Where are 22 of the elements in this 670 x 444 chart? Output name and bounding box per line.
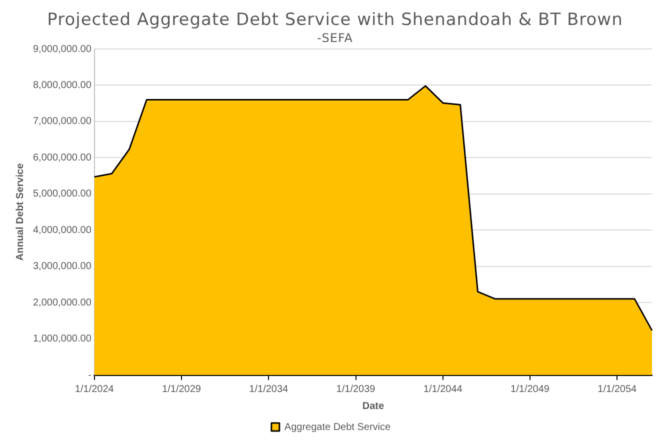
- x-tick-label: 1/1/2049: [510, 384, 550, 395]
- x-tick-label: 1/1/2024: [74, 384, 114, 395]
- y-tick-label: 3,000,000.00: [33, 261, 92, 272]
- y-tick-label: -: [88, 370, 92, 381]
- x-tick-label: 1/1/2054: [598, 384, 638, 395]
- y-tick-label: 1,000,000.00: [33, 334, 92, 345]
- x-tick-label: 1/1/2044: [423, 384, 463, 395]
- y-tick-label: 8,000,000.00: [33, 80, 92, 91]
- y-tick-label: 9,000,000.00: [33, 44, 92, 55]
- legend-label: Aggregate Debt Service: [284, 422, 392, 433]
- chart-subtitle: -SEFA: [316, 31, 354, 45]
- y-tick-label: 6,000,000.00: [33, 152, 92, 164]
- y-tick-label: 4,000,000.00: [33, 224, 92, 236]
- x-axis-title: Date: [362, 400, 384, 412]
- y-axis-title: Annual Debt Service: [14, 162, 26, 261]
- x-tick-label: 1/1/2029: [162, 384, 202, 395]
- x-tick-label: 1/1/2034: [249, 384, 289, 395]
- x-tick-label: 1/1/2039: [336, 384, 376, 395]
- y-tick-label: 2,000,000.00: [33, 297, 92, 308]
- y-tick-label: 5,000,000.00: [33, 188, 92, 200]
- chart-title: Projected Aggregate Debt Service with Shenandoah & BT Brown: [46, 10, 624, 30]
- y-tick-label: 7,000,000.00: [33, 116, 92, 128]
